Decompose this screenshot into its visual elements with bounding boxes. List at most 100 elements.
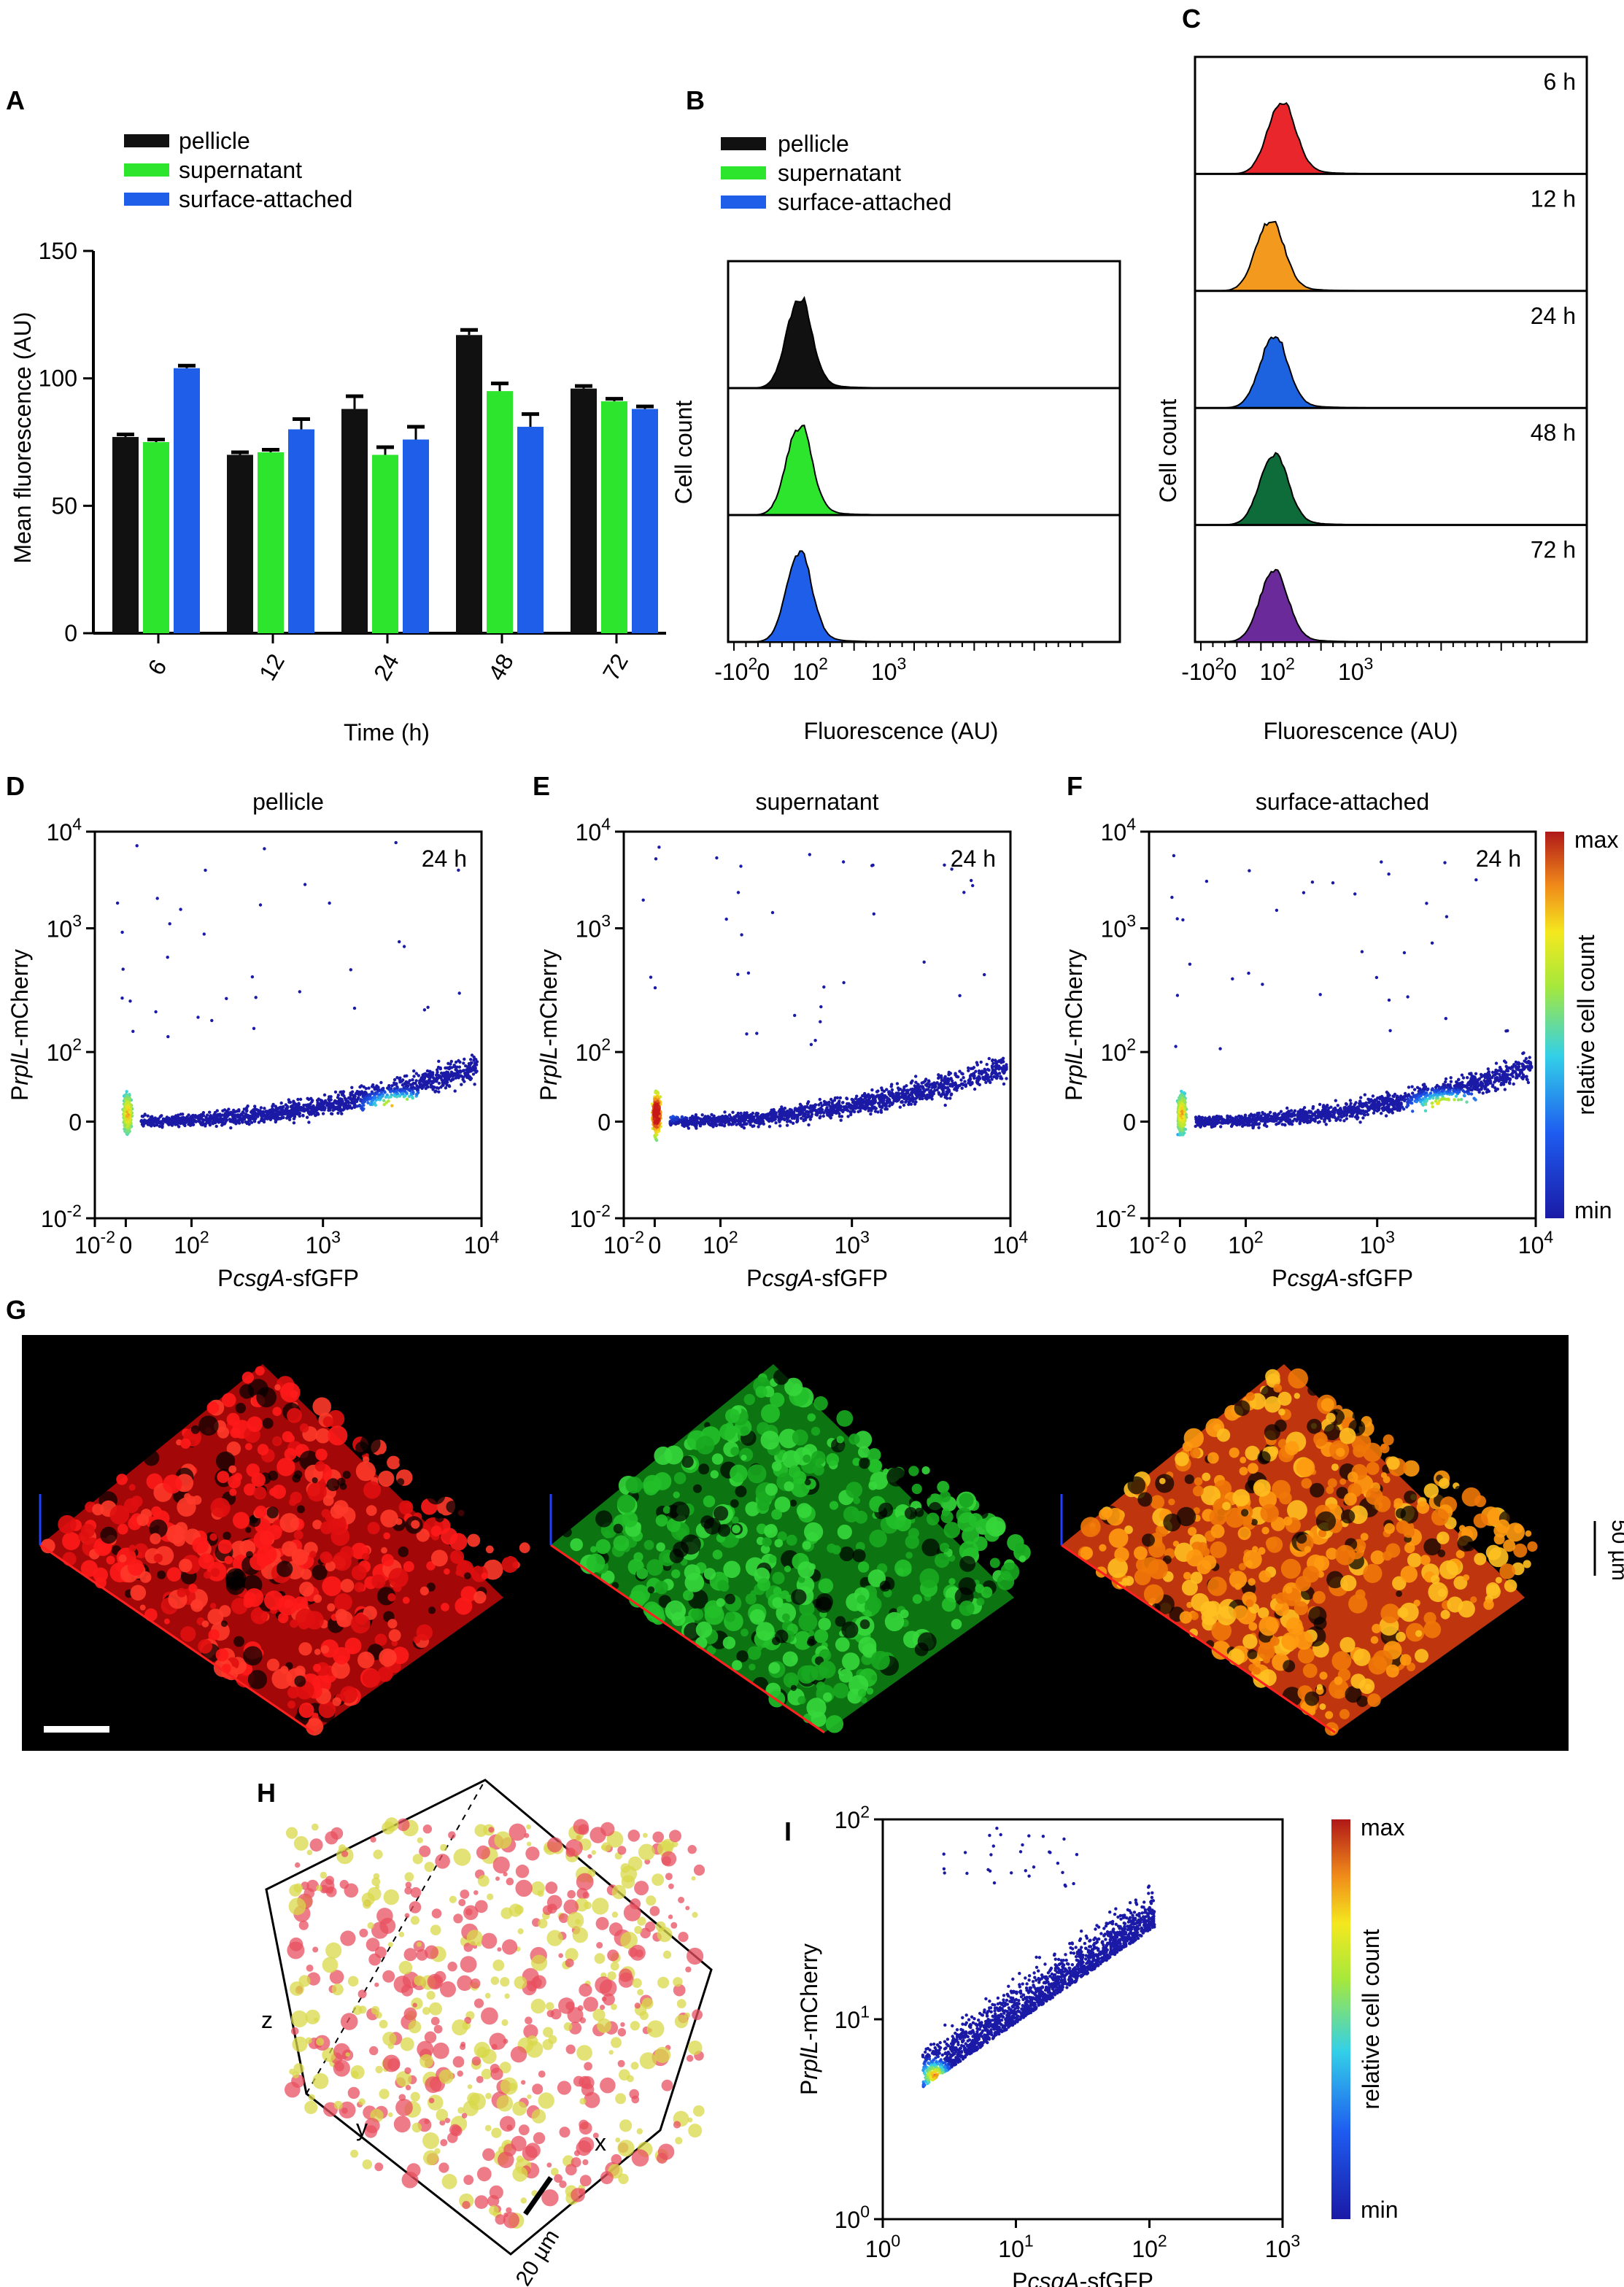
data-point: [997, 1072, 1002, 1075]
data-point: [457, 868, 460, 872]
data-point: [437, 1081, 441, 1086]
data-point: [657, 1128, 661, 1131]
data-point: [126, 1101, 130, 1104]
data-point: [895, 1092, 899, 1096]
data-point: [403, 1094, 407, 1098]
data-point: [125, 1114, 129, 1118]
data-point: [250, 1114, 255, 1118]
data-point: [654, 1138, 659, 1142]
data-point: [782, 1113, 786, 1117]
data-point: [387, 1096, 391, 1099]
data-point: [125, 1129, 128, 1133]
data-point: [154, 1010, 158, 1014]
data-point: [984, 1080, 988, 1085]
data-point: [781, 1117, 785, 1121]
data-point: [994, 1059, 997, 1062]
data-point: [341, 1108, 345, 1112]
data-point: [201, 1121, 205, 1126]
data-point: [428, 1069, 432, 1074]
data-point: [455, 1072, 459, 1076]
data-point: [328, 901, 331, 905]
x-tick-label: 102: [793, 654, 828, 685]
data-point: [458, 1060, 462, 1064]
y-tick-label: 0: [69, 1110, 82, 1136]
data-point: [412, 1069, 416, 1073]
data-point: [685, 1116, 689, 1121]
data-point: [273, 1112, 277, 1115]
data-point: [668, 1122, 672, 1126]
data-point: [749, 1113, 753, 1118]
data-point: [206, 1113, 209, 1117]
data-point: [881, 1101, 886, 1104]
data-point: [316, 1101, 320, 1104]
data-point: [721, 1114, 724, 1118]
data-point: [395, 1082, 398, 1086]
data-point: [808, 1118, 813, 1121]
data-point: [128, 999, 132, 1003]
data-point: [274, 1104, 277, 1108]
bar: [456, 335, 482, 633]
data-point: [712, 1120, 716, 1123]
data-point: [654, 857, 658, 861]
data-point: [382, 1099, 386, 1102]
data-point: [1005, 1077, 1008, 1080]
data-point: [187, 1119, 190, 1123]
data-point: [943, 1103, 947, 1107]
data-point: [181, 1120, 185, 1123]
data-point: [950, 867, 954, 871]
data-point: [198, 1118, 201, 1123]
data-point: [657, 845, 661, 849]
data-point: [121, 967, 125, 971]
data-point: [338, 1100, 342, 1104]
data-point: [832, 1104, 836, 1107]
bar: [487, 391, 513, 633]
data-point: [306, 1096, 309, 1101]
data-point: [246, 1104, 250, 1108]
data-point: [202, 932, 206, 936]
data-point: [472, 1068, 476, 1072]
panel-letter-c: C: [1182, 4, 1201, 34]
data-point: [786, 1115, 791, 1119]
data-point: [948, 1083, 953, 1087]
data-point: [926, 1088, 930, 1091]
data-point: [292, 1121, 296, 1125]
data-point: [845, 1097, 849, 1101]
data-point: [205, 1118, 209, 1123]
data-point: [808, 1106, 811, 1110]
histogram: [1214, 568, 1411, 643]
data-point: [123, 1118, 127, 1122]
legend-label: pellicle: [778, 131, 849, 157]
data-point: [821, 1114, 826, 1118]
data-point: [898, 1105, 902, 1109]
data-point: [347, 1101, 351, 1104]
data-point: [426, 1005, 430, 1010]
data-point: [366, 1096, 369, 1101]
bar: [174, 368, 200, 633]
data-point: [401, 1078, 405, 1082]
data-point: [906, 1096, 910, 1101]
time-label: 12 h: [1531, 185, 1576, 212]
data-point: [266, 1115, 270, 1120]
data-point: [981, 1077, 986, 1081]
data-point: [805, 1110, 808, 1114]
data-point: [439, 1086, 443, 1089]
data-point: [250, 975, 255, 979]
data-point: [819, 1020, 822, 1023]
data-point: [174, 1119, 178, 1123]
data-point: [949, 1093, 953, 1097]
x-tick-label: 104: [464, 1228, 500, 1258]
data-point: [878, 1104, 881, 1108]
data-point: [990, 1077, 994, 1081]
data-point: [437, 1059, 441, 1064]
data-point: [737, 1121, 741, 1126]
histogram: [747, 424, 944, 516]
data-point: [971, 883, 975, 888]
data-point: [715, 856, 719, 860]
data-point: [463, 1080, 466, 1083]
data-point: [259, 1106, 263, 1110]
x-axis-label: PcsgA-sfGFP: [217, 1265, 359, 1291]
legend-swatch: [721, 166, 766, 179]
data-point: [282, 1115, 285, 1120]
